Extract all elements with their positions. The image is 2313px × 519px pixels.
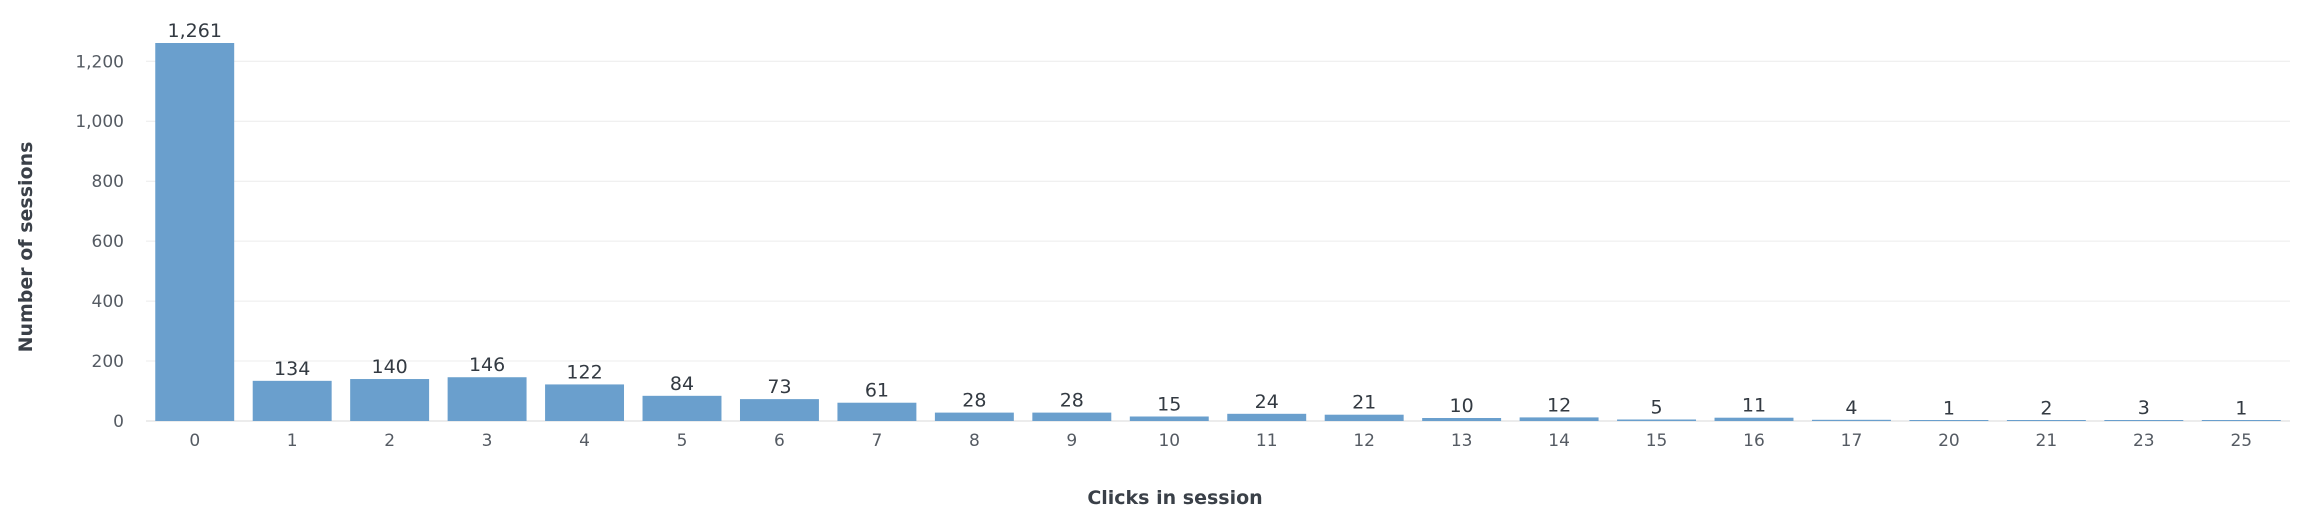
x-axis-ticks: 0 1 2 3 4 5 6 7 8 9 10 11 12 13 14 15 16 17 20 21 23 25	[189, 431, 2252, 451]
data-label: 1	[1943, 398, 1955, 420]
data-label: 10	[1450, 395, 1474, 417]
bar[interactable]	[2201, 420, 2281, 421]
bar[interactable]	[739, 399, 819, 421]
y-tick-label: 800	[92, 172, 124, 192]
x-tick-label: 25	[2230, 431, 2252, 451]
x-tick-label: 17	[1841, 431, 1863, 451]
x-axis-title: Clicks in session	[1087, 487, 1262, 509]
data-label: 134	[274, 358, 310, 380]
bar[interactable]	[934, 412, 1014, 421]
data-label: 2	[2040, 397, 2052, 419]
bar[interactable]	[1129, 416, 1209, 421]
x-tick-label: 21	[2036, 431, 2058, 451]
x-tick-label: 2	[384, 431, 395, 451]
data-label: 140	[372, 356, 408, 378]
bar[interactable]	[252, 380, 332, 421]
data-label: 84	[670, 373, 694, 395]
y-tick-label: 1,200	[75, 52, 124, 72]
x-tick-label: 13	[1451, 431, 1473, 451]
x-tick-label: 3	[482, 431, 493, 451]
bar[interactable]	[350, 379, 430, 421]
bar[interactable]	[1811, 419, 1891, 421]
bar[interactable]	[837, 402, 917, 421]
bar[interactable]	[155, 43, 235, 421]
data-label: 146	[469, 354, 505, 376]
bar[interactable]	[1422, 418, 1502, 421]
data-label: 15	[1157, 394, 1181, 416]
bar[interactable]	[1519, 417, 1599, 421]
x-tick-label: 16	[1743, 431, 1765, 451]
bar[interactable]	[447, 377, 527, 421]
data-label: 1	[2235, 398, 2247, 420]
bar[interactable]	[1032, 412, 1112, 421]
x-tick-label: 1	[287, 431, 298, 451]
bars	[155, 43, 2281, 421]
data-label: 11	[1742, 395, 1766, 417]
bar[interactable]	[1227, 413, 1307, 421]
bar[interactable]	[2006, 420, 2086, 421]
x-tick-label: 23	[2133, 431, 2155, 451]
x-tick-label: 5	[677, 431, 688, 451]
x-tick-label: 9	[1066, 431, 1077, 451]
data-label: 3	[2138, 397, 2150, 419]
data-label: 122	[566, 361, 602, 383]
y-tick-label: 0	[113, 412, 124, 432]
x-tick-label: 11	[1256, 431, 1278, 451]
bar[interactable]	[1714, 417, 1794, 421]
data-label: 28	[1060, 390, 1084, 412]
data-label: 61	[865, 380, 889, 402]
x-tick-label: 20	[1938, 431, 1960, 451]
x-tick-label: 10	[1158, 431, 1180, 451]
x-tick-label: 7	[871, 431, 882, 451]
data-label: 12	[1547, 394, 1571, 416]
bar[interactable]	[545, 384, 625, 421]
data-label: 28	[962, 390, 986, 412]
x-tick-label: 6	[774, 431, 785, 451]
bar[interactable]	[1617, 419, 1697, 421]
bar[interactable]	[2104, 420, 2184, 421]
y-tick-label: 400	[92, 292, 124, 312]
y-tick-label: 1,000	[75, 112, 124, 132]
x-tick-label: 4	[579, 431, 590, 451]
data-label: 1,261	[168, 20, 222, 42]
x-tick-label: 12	[1353, 431, 1375, 451]
bar[interactable]	[1324, 414, 1404, 421]
y-axis-title: Number of sessions	[15, 142, 37, 353]
y-tick-label: 200	[92, 352, 124, 372]
x-tick-label: 15	[1646, 431, 1668, 451]
data-label: 5	[1650, 397, 1662, 419]
bar[interactable]	[1909, 420, 1989, 421]
y-axis-ticks: 0 200 400 600 800 1,000 1,200	[75, 52, 124, 432]
data-label: 73	[767, 376, 791, 398]
y-tick-label: 600	[92, 232, 124, 252]
x-tick-label: 14	[1548, 431, 1570, 451]
x-tick-label: 0	[189, 431, 200, 451]
x-tick-label: 8	[969, 431, 980, 451]
gridlines	[146, 60, 2290, 422]
data-label: 21	[1352, 392, 1376, 414]
bar[interactable]	[642, 395, 722, 421]
data-label: 24	[1255, 391, 1279, 413]
data-label: 4	[1845, 397, 1857, 419]
